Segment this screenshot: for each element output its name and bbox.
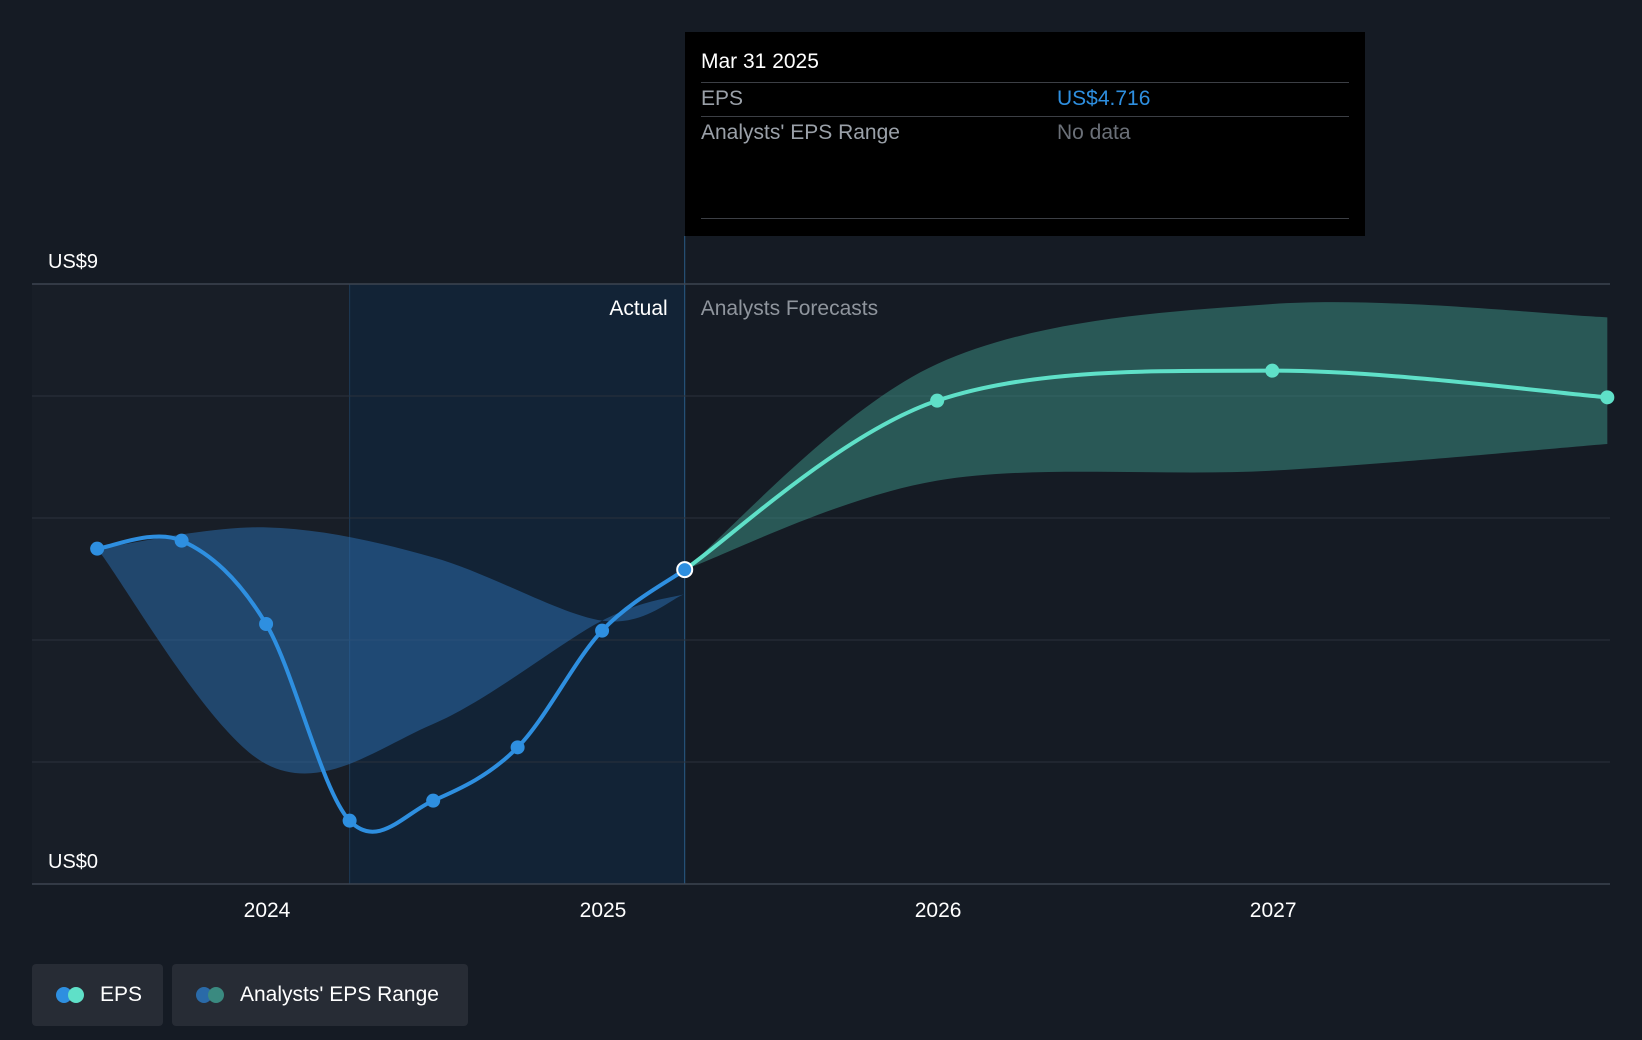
eps-range-band-forecast xyxy=(684,302,1608,570)
y-axis-min-label: US$0 xyxy=(48,851,98,873)
range-legend-icon xyxy=(196,987,226,1003)
tooltip-eps-label: EPS xyxy=(701,87,744,110)
tooltip-eps-value: US$4.716 xyxy=(1057,87,1151,110)
forecast-region-label: Analysts Forecasts xyxy=(701,297,878,320)
tooltip-range-label: Analysts' EPS Range xyxy=(701,121,900,144)
eps-data-point xyxy=(342,813,357,828)
eps-data-point xyxy=(259,617,274,631)
eps-data-point xyxy=(595,623,610,638)
eps-data-point xyxy=(426,793,441,808)
legend-label-eps: EPS xyxy=(100,983,143,1006)
eps-data-point xyxy=(510,740,525,755)
x-tick-label: 2025 xyxy=(580,899,627,922)
x-tick-label: 2024 xyxy=(244,899,291,922)
legend-item-eps-range[interactable]: Analysts' EPS Range xyxy=(172,964,468,1026)
eps-data-point xyxy=(930,393,945,408)
eps-data-point xyxy=(1600,390,1615,405)
tooltip-divider xyxy=(701,82,1349,83)
x-tick-label: 2026 xyxy=(915,899,962,922)
y-axis-max-label: US$9 xyxy=(48,251,98,273)
eps-line-actual xyxy=(95,534,687,834)
eps-data-point xyxy=(174,533,189,548)
eps-line-forecast xyxy=(682,368,1610,572)
eps-legend-icon xyxy=(56,987,86,1003)
data-tooltip: Mar 31 2025 EPS US$4.716 Analysts' EPS R… xyxy=(685,32,1365,236)
legend-label-eps-range: Analysts' EPS Range xyxy=(240,983,439,1006)
highlighted-eps-point xyxy=(676,561,694,579)
tooltip-divider xyxy=(701,218,1349,219)
legend-item-eps[interactable]: EPS xyxy=(32,964,163,1026)
actual-region-label: Actual xyxy=(609,297,667,320)
tooltip-divider xyxy=(701,116,1349,117)
eps-data-point xyxy=(1265,363,1280,378)
tooltip-range-value: No data xyxy=(1057,121,1131,144)
x-tick-label: 2027 xyxy=(1250,899,1297,922)
eps-data-point xyxy=(90,541,105,556)
tooltip-date: Mar 31 2025 xyxy=(701,50,819,73)
